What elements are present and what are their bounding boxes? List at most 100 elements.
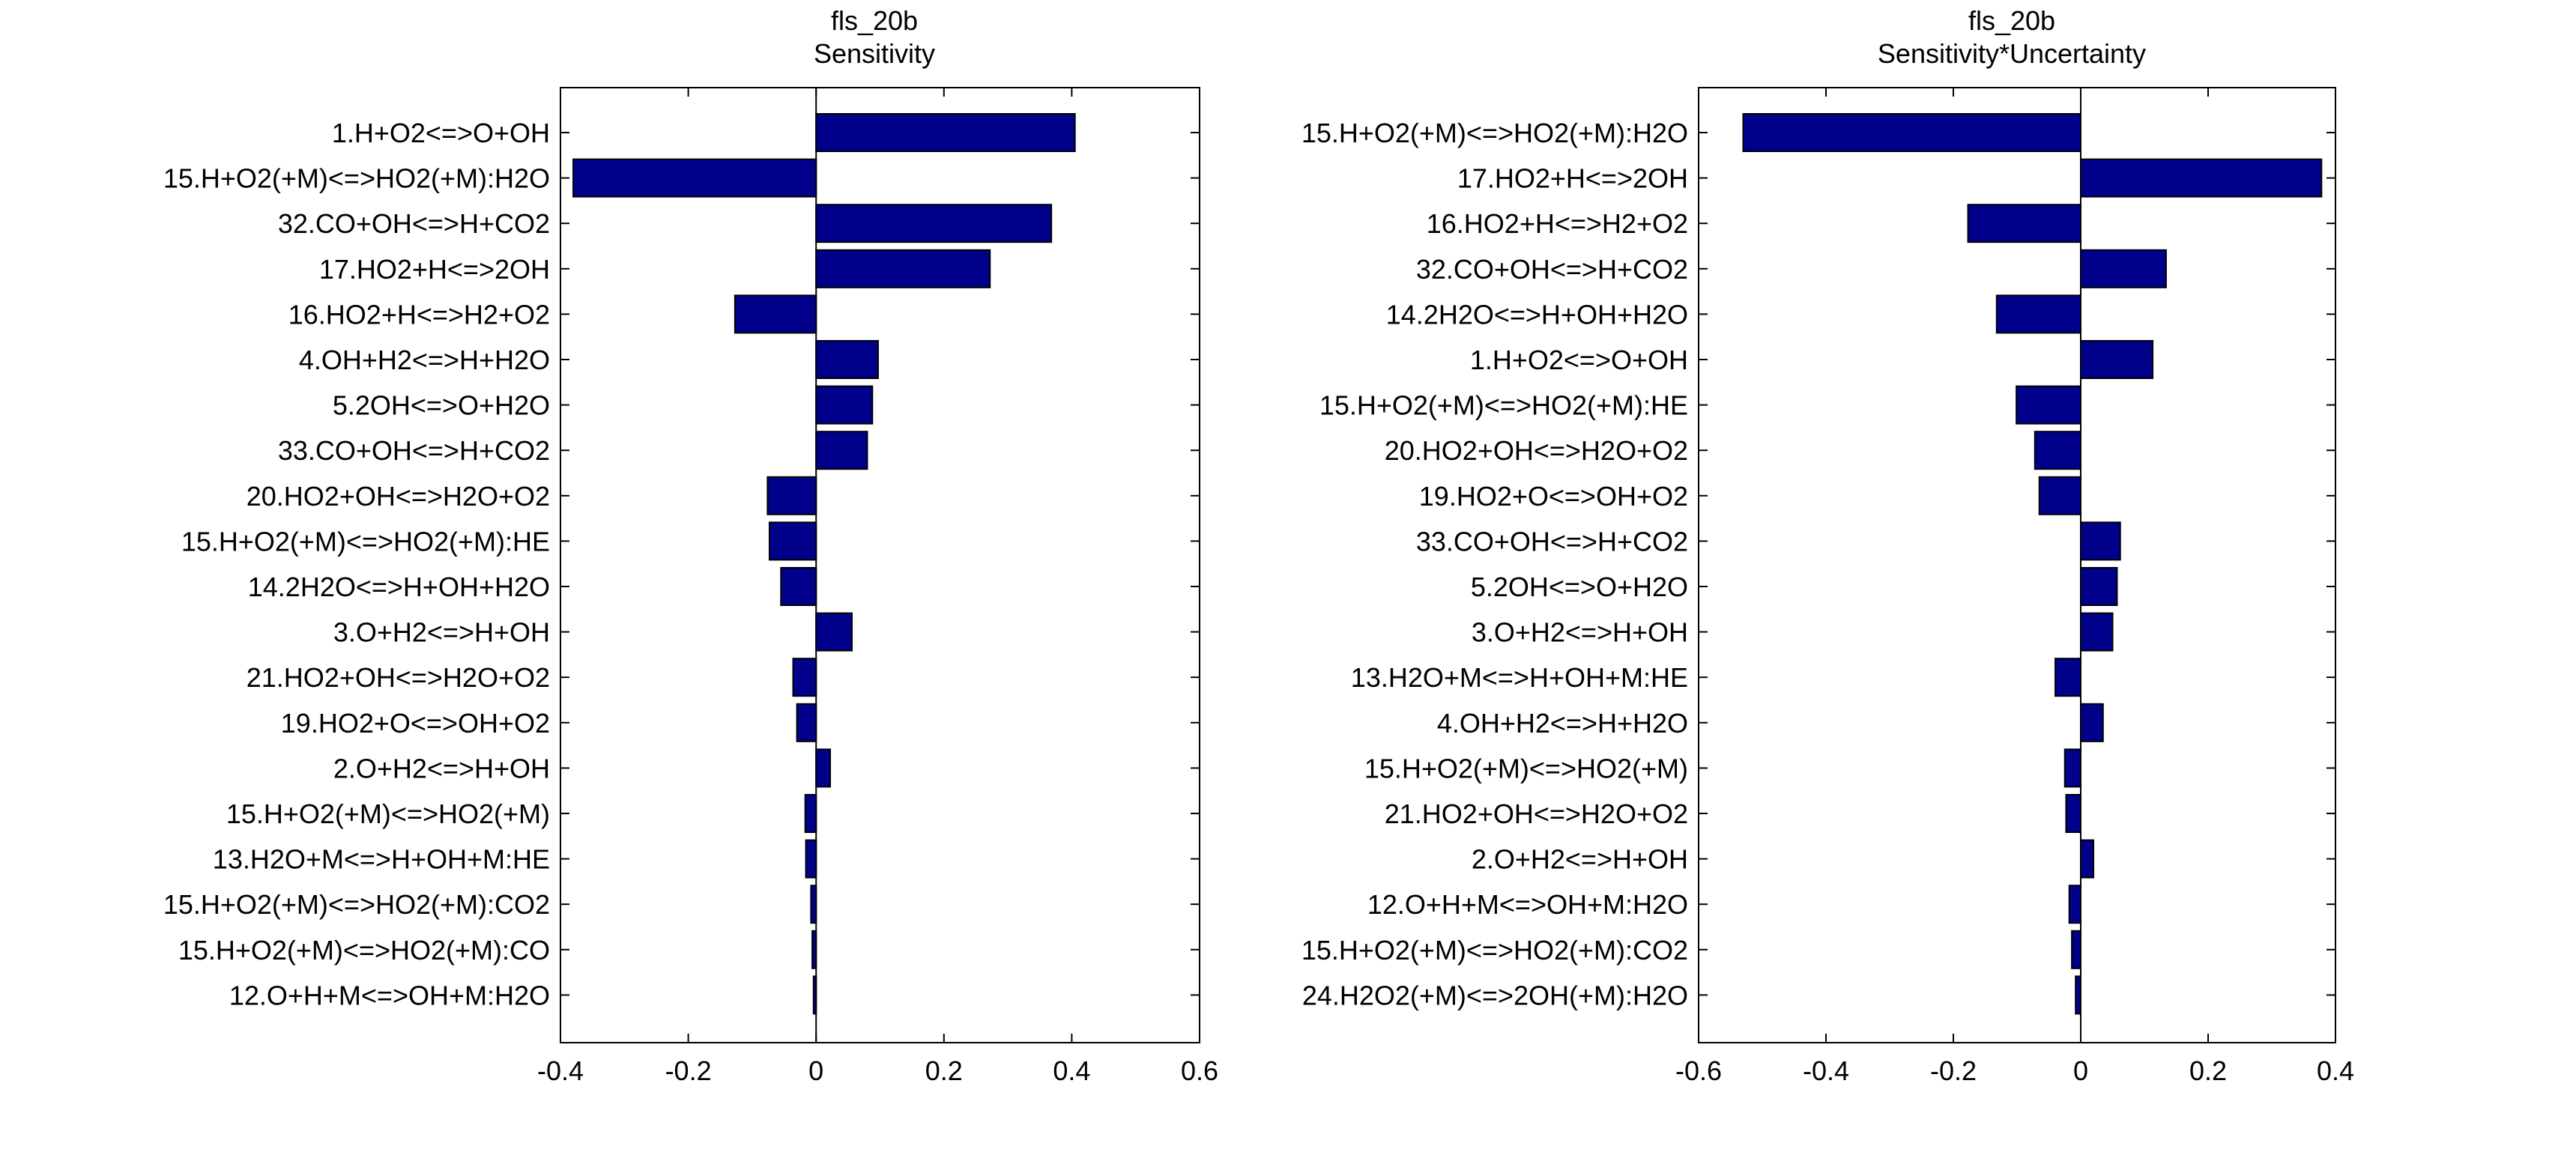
bar	[815, 340, 879, 379]
category-label: 12.O+H+M<=>OH+M:H2O	[1367, 889, 1688, 920]
category-label: 2.O+H2<=>H+OH	[333, 753, 550, 783]
x-tick-label: 0.2	[2189, 1055, 2227, 1086]
bar	[2080, 567, 2118, 606]
category-label: 3.O+H2<=>H+OH	[1472, 617, 1688, 648]
category-label: 15.H+O2(+M)<=>HO2(+M):CO2	[163, 889, 550, 920]
category-label: 16.HO2+H<=>H2+O2	[288, 299, 550, 330]
category-label: 32.CO+OH<=>H+CO2	[1416, 254, 1688, 285]
bar	[2038, 476, 2081, 515]
category-label: 1.H+O2<=>O+OH	[1470, 345, 1688, 375]
category-label: 19.HO2+O<=>OH+O2	[1419, 481, 1688, 512]
x-tick-label: 0.4	[1053, 1055, 1090, 1086]
x-tick-label: 0.4	[2317, 1055, 2354, 1086]
bar	[804, 794, 817, 833]
panel-1-subtitle: Sensitivity	[814, 38, 935, 69]
axes-box	[1698, 87, 2336, 1043]
panel-1-plot-area: 1.H+O2<=>O+OH 15.H+O2(+M)<=>HO2(+M):H2O 32…	[163, 87, 1218, 1086]
x-tick-label: -0.2	[1930, 1055, 1977, 1086]
category-label: 33.CO+OH<=>H+CO2	[278, 435, 550, 466]
bar	[768, 521, 817, 561]
bar	[2063, 748, 2081, 788]
x-tick-label: 0	[808, 1055, 823, 1086]
category-label: 2.O+H2<=>H+OH	[1472, 844, 1688, 875]
bar	[572, 158, 817, 198]
bar	[2055, 658, 2081, 697]
bar	[811, 930, 817, 969]
bar	[2016, 385, 2081, 425]
bar	[1967, 204, 2082, 243]
category-label: 13.H2O+M<=>H+OH+M:HE	[213, 844, 550, 875]
bar	[2080, 839, 2094, 879]
bar	[2034, 431, 2082, 470]
category-label: 14.2H2O<=>H+OH+H2O	[248, 572, 550, 602]
category-label: 15.H+O2(+M)<=>HO2(+M):H2O	[163, 163, 550, 194]
category-label: 5.2OH<=>O+H2O	[1471, 572, 1688, 602]
bar	[815, 249, 991, 288]
bar	[1742, 113, 2081, 152]
category-label: 21.HO2+OH<=>H2O+O2	[247, 662, 550, 693]
bar	[815, 113, 1076, 152]
bar	[2080, 521, 2121, 561]
bar	[815, 431, 868, 470]
bar	[2080, 158, 2323, 198]
category-label: 15.H+O2(+M)<=>HO2(+M):CO2	[1301, 935, 1688, 966]
bar	[2075, 975, 2081, 1015]
bar	[2068, 885, 2081, 924]
bar	[767, 476, 817, 515]
category-label: 24.H2O2(+M)<=>2OH(+M):H2O	[1302, 980, 1688, 1010]
bar	[734, 294, 817, 334]
x-tick-label: 0	[2073, 1055, 2088, 1086]
category-label: 15.H+O2(+M)<=>HO2(+M):HE	[1319, 390, 1688, 421]
category-label: 17.HO2+H<=>2OH	[1457, 163, 1688, 194]
bar	[792, 658, 817, 697]
bar	[2080, 703, 2104, 742]
bar	[810, 885, 817, 924]
x-tick-label: -0.6	[1675, 1055, 1722, 1086]
category-label: 20.HO2+OH<=>H2O+O2	[247, 481, 550, 512]
bar	[815, 385, 874, 425]
bar	[1995, 294, 2082, 334]
bar	[805, 839, 817, 879]
x-tick-label: 0.6	[1181, 1055, 1218, 1086]
category-label: 5.2OH<=>O+H2O	[333, 390, 550, 421]
x-tick-label: -0.4	[537, 1055, 584, 1086]
category-label: 15.H+O2(+M)<=>HO2(+M)	[1364, 753, 1688, 783]
category-label: 15.H+O2(+M)<=>HO2(+M)	[226, 798, 550, 829]
bar	[796, 703, 817, 742]
bar	[2080, 249, 2167, 288]
panel-2-title: fls_20b	[1968, 5, 2055, 36]
bar	[815, 204, 1053, 243]
x-tick-label: 0.2	[925, 1055, 963, 1086]
category-label: 15.H+O2(+M)<=>HO2(+M):CO	[178, 935, 550, 966]
category-label: 15.H+O2(+M)<=>HO2(+M):H2O	[1301, 118, 1688, 148]
bar	[2071, 930, 2082, 969]
category-label: 1.H+O2<=>O+OH	[332, 118, 550, 148]
category-label: 3.O+H2<=>H+OH	[333, 617, 550, 648]
panel-2-subtitle: Sensitivity*Uncertainty	[1878, 38, 2146, 69]
panel-1-title: fls_20b	[831, 5, 918, 36]
panel-sensitivity: fls_20b Sensitivity 1.H+O2<=>O+OH 15.H+O2…	[163, 5, 1218, 1086]
x-tick-label: -0.2	[665, 1055, 712, 1086]
category-label: 32.CO+OH<=>H+CO2	[278, 208, 550, 239]
panel-2-plot-area: 15.H+O2(+M)<=>HO2(+M):H2O 17.HO2+H<=>2OH 1…	[1301, 87, 2354, 1086]
bar	[815, 612, 853, 652]
category-label: 15.H+O2(+M)<=>HO2(+M):HE	[181, 526, 550, 557]
category-label: 4.OH+H2<=>H+H2O	[299, 345, 550, 375]
panel-sensitivity-uncertainty: fls_20b Sensitivity*Uncertainty 15.H+O2(…	[1301, 5, 2354, 1086]
category-label: 17.HO2+H<=>2OH	[319, 254, 550, 285]
axes-box	[560, 87, 1200, 1043]
category-label: 13.H2O+M<=>H+OH+M:HE	[1351, 662, 1688, 693]
bar	[812, 975, 817, 1015]
category-label: 19.HO2+O<=>OH+O2	[281, 708, 550, 739]
category-label: 14.2H2O<=>H+OH+H2O	[1386, 299, 1688, 330]
category-label: 12.O+H+M<=>OH+M:H2O	[229, 980, 550, 1010]
category-label: 33.CO+OH<=>H+CO2	[1416, 526, 1688, 557]
bar	[780, 567, 817, 606]
category-label: 4.OH+H2<=>H+H2O	[1437, 708, 1688, 739]
bar	[2080, 340, 2154, 379]
bar	[2065, 794, 2081, 833]
bar	[2080, 612, 2114, 652]
category-label: 21.HO2+OH<=>H2O+O2	[1385, 798, 1688, 829]
category-label: 16.HO2+H<=>H2+O2	[1427, 208, 1688, 239]
